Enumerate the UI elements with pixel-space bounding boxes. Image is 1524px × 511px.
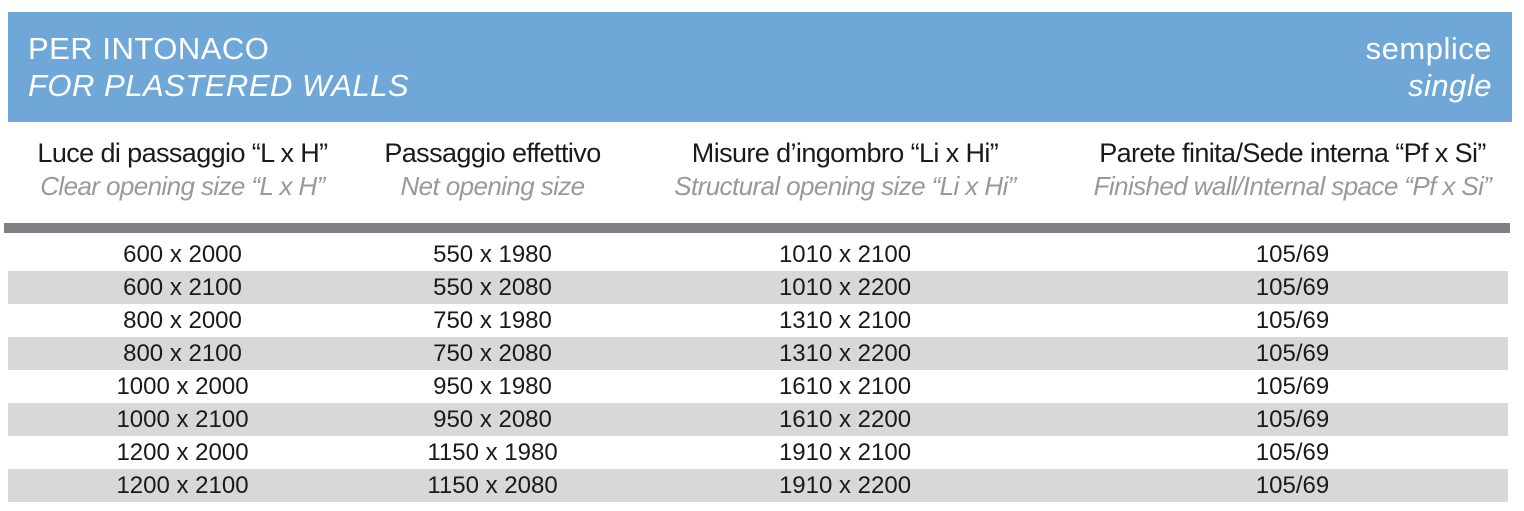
table-row: 1200 x 2100 1150 x 2080 1910 x 2200 105/69 xyxy=(0,469,1524,502)
column-header-english: Structural opening size “Li x Hi” xyxy=(674,171,1016,201)
column-header-net-opening: Passaggio effettivo Net opening size xyxy=(365,136,620,202)
table-cell: 1610 x 2200 xyxy=(778,406,912,433)
column-header-english: Net opening size xyxy=(400,171,585,201)
table-cell: 800 x 2100 xyxy=(123,340,242,367)
table-cell: 1010 x 2100 xyxy=(778,241,912,268)
column-header-italian: Luce di passaggio “L x H” xyxy=(37,138,328,168)
table-cell: 950 x 1980 xyxy=(433,373,552,400)
size-table: 600 x 2000 550 x 1980 1010 x 2100 105/69 600… xyxy=(0,238,1524,502)
column-header-english: Finished wall/Internal space “Pf x Si” xyxy=(1093,171,1492,201)
banner-title-english: FOR PLASTERED WALLS xyxy=(28,68,410,103)
column-header-english: Clear opening size “L x H” xyxy=(40,171,325,201)
banner-title-italian: PER INTONACO xyxy=(28,31,270,66)
table-cell: 550 x 2080 xyxy=(433,274,552,301)
table-cell: 1910 x 2200 xyxy=(778,472,912,499)
table-cell: 105/69 xyxy=(1255,472,1330,499)
table-cell: 950 x 2080 xyxy=(433,406,552,433)
table-cell: 1150 x 1980 xyxy=(427,439,558,466)
table-cell: 1310 x 2100 xyxy=(778,307,912,334)
column-header-clear-opening: Luce di passaggio “L x H” Clear opening … xyxy=(0,136,365,202)
table-row: 600 x 2000 550 x 1980 1010 x 2100 105/69 xyxy=(0,238,1524,271)
table-cell: 105/69 xyxy=(1255,274,1330,301)
table-cell: 550 x 1980 xyxy=(433,241,552,268)
table-cell: 600 x 2000 xyxy=(123,241,242,268)
table-row: 1200 x 2000 1150 x 1980 1910 x 2100 105/69 xyxy=(0,436,1524,469)
table-row: 600 x 2100 550 x 2080 1010 x 2200 105/69 xyxy=(0,271,1524,304)
table-cell: 1000 x 2000 xyxy=(116,373,249,400)
column-header-structural-opening: Misure d’ingombro “Li x Hi” Structural o… xyxy=(620,136,1070,202)
table-cell: 105/69 xyxy=(1255,307,1330,334)
column-header-finished-wall: Parete finita/Sede interna “Pf x Si” Fin… xyxy=(1070,136,1515,202)
table-cell: 1200 x 2100 xyxy=(116,472,249,499)
header-separator-bar xyxy=(4,223,1510,233)
header-banner: PER INTONACO FOR PLASTERED WALLS semplic… xyxy=(8,12,1512,122)
table-row: 800 x 2100 750 x 2080 1310 x 2200 105/69 xyxy=(0,337,1524,370)
table-cell: 105/69 xyxy=(1255,406,1330,433)
table-cell: 1200 x 2000 xyxy=(116,439,249,466)
banner-variant-italian: semplice xyxy=(1365,31,1492,66)
table-cell: 1150 x 2080 xyxy=(427,472,558,499)
table-cell: 105/69 xyxy=(1255,373,1330,400)
table-cell: 800 x 2000 xyxy=(123,307,242,334)
table-row: 1000 x 2100 950 x 2080 1610 x 2200 105/69 xyxy=(0,403,1524,436)
table-row: 1000 x 2000 950 x 1980 1610 x 2100 105/69 xyxy=(0,370,1524,403)
table-cell: 600 x 2100 xyxy=(123,274,242,301)
column-header-italian: Parete finita/Sede interna “Pf x Si” xyxy=(1099,138,1486,168)
table-cell: 1910 x 2100 xyxy=(778,439,912,466)
table-cell: 750 x 1980 xyxy=(433,307,552,334)
column-header-italian: Passaggio effettivo xyxy=(384,138,601,168)
table-cell: 1010 x 2200 xyxy=(778,274,912,301)
table-cell: 105/69 xyxy=(1255,241,1330,268)
column-header-italian: Misure d’ingombro “Li x Hi” xyxy=(691,138,999,168)
table-cell: 105/69 xyxy=(1255,439,1330,466)
table-cell: 105/69 xyxy=(1255,340,1330,367)
table-cell: 1610 x 2100 xyxy=(778,373,912,400)
table-cell: 750 x 2080 xyxy=(433,340,552,367)
banner-title: PER INTONACO FOR PLASTERED WALLS xyxy=(28,30,409,104)
table-cell: 1000 x 2100 xyxy=(116,406,249,433)
banner-variant-english: single xyxy=(1408,68,1492,103)
table-cell: 1310 x 2200 xyxy=(778,340,912,367)
banner-variant: semplice single xyxy=(1366,30,1492,104)
table-row: 800 x 2000 750 x 1980 1310 x 2100 105/69 xyxy=(0,304,1524,337)
